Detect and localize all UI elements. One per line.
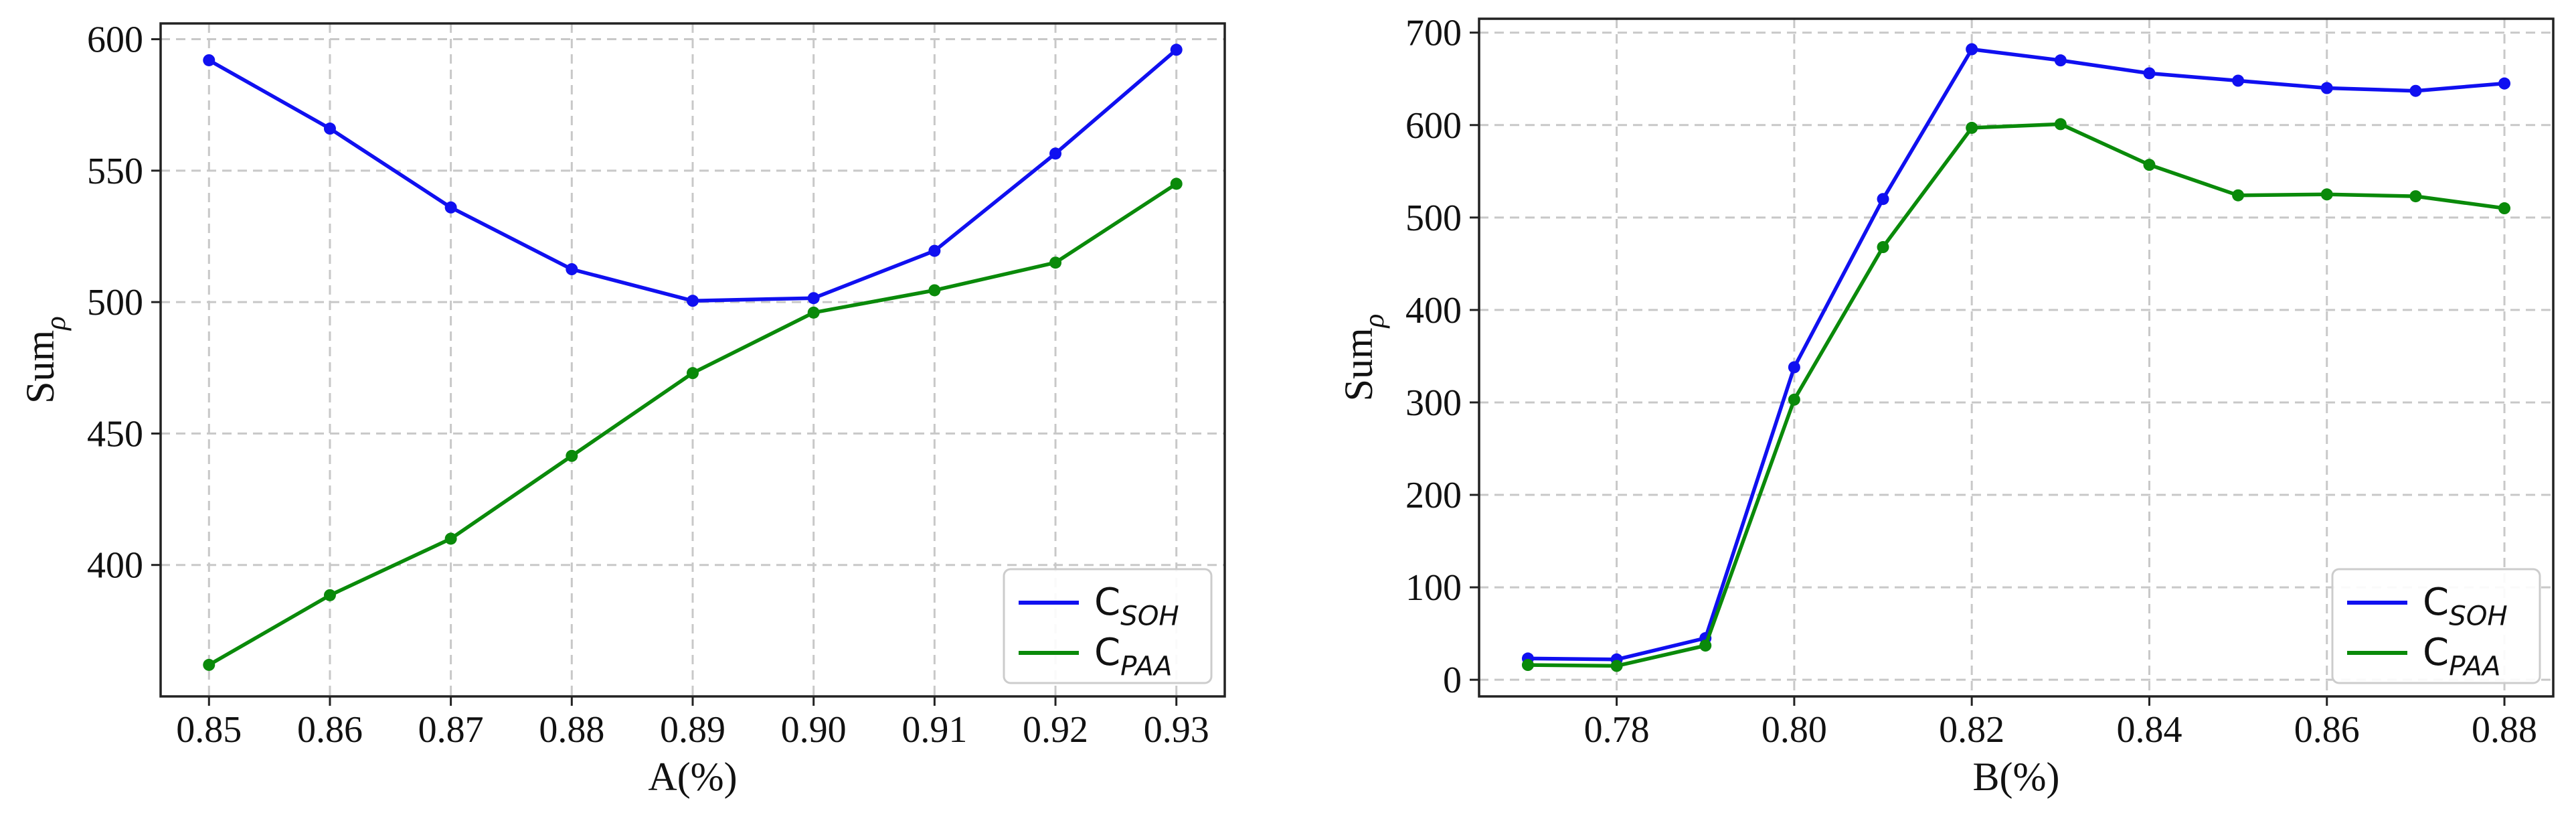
data-point-soh xyxy=(687,295,699,307)
data-point-soh xyxy=(1049,147,1062,160)
y-tick-label: 600 xyxy=(87,19,143,61)
y-axis-label-group: Sumρ xyxy=(1337,314,1390,402)
x-axis-label: A(%) xyxy=(648,755,737,799)
legend-label-soh: CSOH xyxy=(2423,581,2508,632)
data-point-paa xyxy=(2143,159,2156,171)
x-tick-label: 0.91 xyxy=(901,709,967,751)
data-point-soh xyxy=(807,292,820,305)
x-tick-label: 0.92 xyxy=(1023,709,1088,751)
data-point-soh xyxy=(2054,54,2067,67)
y-tick-label: 400 xyxy=(87,545,143,587)
legend-label-soh: CSOH xyxy=(1094,581,1179,632)
legend-label-paa: CPAA xyxy=(1094,631,1173,682)
data-point-paa xyxy=(1788,393,1800,406)
x-tick-label: 0.87 xyxy=(418,709,484,751)
x-tick-label: 0.88 xyxy=(539,709,604,751)
y-axis-label-base: Sum xyxy=(18,330,62,404)
legend-label-paa-sub: PAA xyxy=(2449,651,2500,682)
y-axis-label-base: Sum xyxy=(1337,327,1381,401)
series-line-soh xyxy=(1527,47,2505,662)
data-point-paa xyxy=(566,449,578,462)
data-point-paa xyxy=(1170,177,1183,190)
x-tick-label: 0.86 xyxy=(2294,709,2360,751)
data-point-soh xyxy=(2409,84,2422,97)
y-tick-label: 700 xyxy=(1405,13,1462,54)
x-tick-label: 0.88 xyxy=(2472,709,2537,751)
legend-label-paa: CPAA xyxy=(2423,631,2501,682)
data-point-soh xyxy=(323,123,336,135)
data-point-paa xyxy=(2409,190,2422,203)
data-point-paa xyxy=(1699,639,1712,652)
data-point-soh xyxy=(203,54,216,66)
chart-a: 0.85 0.86 0.87 0.88 0.89 0.90 0.91 0.92 0.93 400 4… xyxy=(18,19,1226,799)
data-point-paa xyxy=(444,532,457,545)
y-tick-label: 450 xyxy=(87,413,143,455)
y-tick-label: 0 xyxy=(1443,660,1462,701)
data-point-soh xyxy=(1966,43,1978,56)
y-axis-label: Sumρ xyxy=(1337,314,1390,402)
legend-label-soh-sub: SOH xyxy=(2449,601,2508,632)
legend-label-paa-base: C xyxy=(1094,631,1120,674)
y-tick-label: 400 xyxy=(1405,290,1462,331)
data-point-paa xyxy=(2320,188,2333,201)
data-point-soh xyxy=(2143,67,2156,80)
x-tick-label: 0.90 xyxy=(781,709,847,751)
data-point-soh xyxy=(1170,44,1183,56)
data-point-soh xyxy=(2232,74,2245,87)
y-tick-label: 100 xyxy=(1405,567,1462,609)
data-point-paa xyxy=(203,658,216,671)
y-axis-label-sub: ρ xyxy=(1359,314,1390,329)
y-axis-label-group: Sumρ xyxy=(18,316,72,404)
data-point-paa xyxy=(928,284,941,297)
plot-frame xyxy=(1478,17,2555,698)
data-point-soh xyxy=(2498,77,2511,90)
data-point-paa xyxy=(2232,189,2245,202)
data-point-paa xyxy=(1877,241,1889,254)
x-tick-label: 0.85 xyxy=(176,709,242,751)
data-point-paa xyxy=(687,367,699,380)
data-point-paa xyxy=(2498,202,2511,215)
data-point-soh xyxy=(566,263,578,276)
data-point-paa xyxy=(1049,256,1062,269)
legend-label-paa-base: C xyxy=(2423,631,2449,674)
legend-label-soh-base: C xyxy=(2423,581,2449,624)
data-point-paa xyxy=(1610,660,1623,672)
series-line-paa xyxy=(1527,122,2505,668)
legend-label-soh-sub: SOH xyxy=(1120,601,1179,632)
data-point-soh xyxy=(1788,361,1800,374)
y-axis-label: Sumρ xyxy=(18,316,72,404)
x-tick-label: 0.84 xyxy=(2116,709,2182,751)
x-tick-label: 0.86 xyxy=(297,709,363,751)
chart-b: 0.78 0.80 0.82 0.84 0.86 0.88 0 100 200 300 400 500… xyxy=(1337,13,2555,799)
y-tick-label: 500 xyxy=(1405,198,1462,239)
x-tick-label: 0.89 xyxy=(660,709,725,751)
data-point-soh xyxy=(1877,193,1889,206)
data-point-paa xyxy=(2054,118,2067,131)
x-tick-label: 0.78 xyxy=(1584,709,1650,751)
data-point-paa xyxy=(1966,121,1978,134)
data-point-soh xyxy=(928,244,941,257)
y-tick-label: 600 xyxy=(1405,105,1462,147)
x-tick-label: 0.82 xyxy=(1939,709,2004,751)
data-point-paa xyxy=(1521,659,1534,672)
x-tick-label: 0.80 xyxy=(1762,709,1827,751)
data-point-paa xyxy=(323,589,336,601)
data-point-soh xyxy=(444,201,457,214)
data-point-soh xyxy=(2320,82,2333,94)
x-tick-label: 0.93 xyxy=(1144,709,1209,751)
y-tick-label: 550 xyxy=(87,151,143,192)
y-axis-label-sub: ρ xyxy=(40,316,72,331)
data-point-paa xyxy=(807,306,820,319)
y-tick-label: 200 xyxy=(1405,475,1462,516)
x-axis-label: B(%) xyxy=(1973,755,2060,799)
legend-label-paa-sub: PAA xyxy=(1120,651,1172,682)
y-tick-label: 300 xyxy=(1405,382,1462,424)
y-tick-label: 500 xyxy=(87,282,143,323)
legend-label-soh-base: C xyxy=(1094,581,1120,624)
